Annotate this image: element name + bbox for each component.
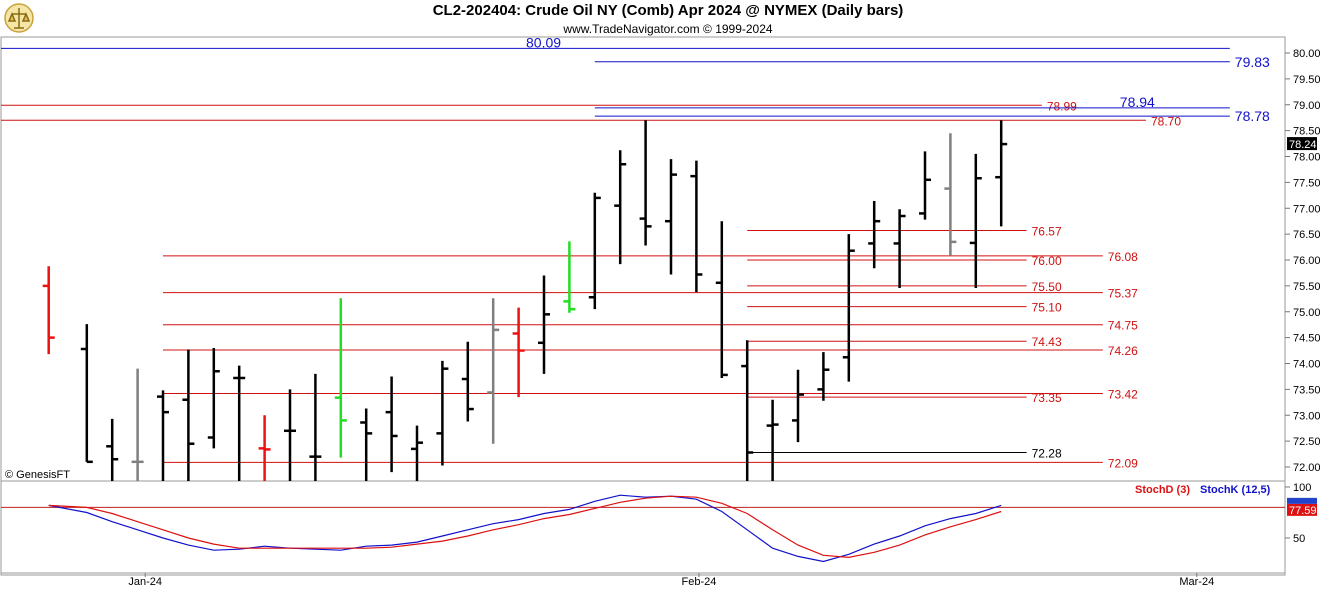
stoch-axis-label: 100	[1293, 482, 1311, 494]
level-label: 80.09	[526, 34, 561, 50]
ohlc-bar	[411, 425, 423, 481]
ohlc-bar	[436, 360, 449, 466]
ohlc-bar	[614, 150, 627, 265]
price-axis-label: 72.00	[1293, 462, 1321, 474]
price-axis-label: 72.50	[1293, 436, 1321, 448]
ohlc-bar	[690, 160, 703, 293]
ohlc-bar	[639, 120, 652, 246]
ohlc-bar	[715, 221, 728, 378]
ohlc-bar	[334, 298, 347, 458]
chart-frame	[0, 36, 1286, 576]
ohlc-bar	[284, 389, 296, 481]
ohlc-bar	[741, 340, 754, 481]
ohlc-bar	[842, 234, 855, 382]
level-label: 75.10	[1032, 301, 1062, 315]
level-label: 78.99	[1047, 99, 1077, 113]
level-label: 75.37	[1108, 287, 1138, 301]
ohlc-bar	[512, 307, 525, 398]
price-axis-label: 76.50	[1293, 229, 1321, 241]
date-axis-label: Feb-24	[682, 576, 717, 588]
ohlc-bar	[995, 120, 1008, 227]
price-axis: 80.00 79.50 79.00 78.50 78.00 77.50 77.00 76.50…	[1285, 48, 1321, 474]
level-label: 76.08	[1108, 250, 1138, 264]
price-axis-label: 73.00	[1293, 410, 1321, 422]
last-price-tag	[1287, 137, 1317, 151]
ohlc-bar	[182, 349, 195, 481]
ohlc-bar	[258, 415, 271, 481]
stoch-last-label: 77.59	[1289, 505, 1317, 517]
ohlc-bar	[80, 324, 93, 464]
ohlc-bar	[893, 209, 906, 288]
price-axis-label: 78.50	[1293, 126, 1321, 138]
ohlc-bar	[106, 418, 119, 481]
ohlc-bar	[588, 192, 601, 310]
date-axis-label: Jan-24	[128, 576, 162, 588]
level-label: 78.94	[1120, 94, 1155, 110]
price-axis-label: 73.50	[1293, 384, 1321, 396]
ohlc-bar	[487, 298, 500, 444]
level-label: 72.28	[1032, 447, 1062, 461]
stoch-axis-label: 50	[1293, 533, 1305, 545]
date-axis-label: Mar-24	[1179, 576, 1214, 588]
stoch-series-line	[48, 494, 1002, 563]
ohlc-bar	[131, 368, 144, 481]
ohlc-bar	[944, 133, 957, 256]
price-axis-label: 77.50	[1293, 177, 1321, 189]
price-axis-label: 74.00	[1293, 359, 1321, 371]
level-label: 72.09	[1108, 456, 1138, 470]
level-label: 74.43	[1032, 335, 1062, 349]
stochk-last-tag	[1287, 497, 1317, 504]
stoch-series-line	[48, 495, 1002, 559]
ohlc-bar	[385, 376, 398, 473]
legend-stochk: StochK (12,5)	[1200, 484, 1271, 496]
price-axis-label: 79.50	[1293, 74, 1321, 86]
tradenavigator-logo-icon	[4, 3, 34, 33]
ohlc-bar	[461, 341, 474, 422]
ohlc-bar	[538, 275, 550, 374]
stochastic-pane: 100 50 StochD (3) StochK (12,5) 77.59	[1, 482, 1317, 563]
ohlc-bar	[207, 347, 220, 449]
last-price-label: 78.24	[1289, 139, 1317, 151]
level-label: 79.83	[1235, 54, 1270, 70]
level-label: 73.35	[1032, 391, 1062, 405]
copyright-notice: www.TradeNavigator.com © 1999-2024	[563, 22, 773, 36]
price-axis-label: 78.00	[1293, 152, 1321, 164]
price-axis-label: 77.00	[1293, 203, 1321, 215]
stoch-last-tag	[1287, 503, 1317, 516]
ohlc-bar	[817, 352, 830, 401]
level-label: 78.70	[1151, 114, 1181, 128]
price-axis-label: 76.00	[1293, 255, 1321, 267]
price-axis-label: 74.50	[1293, 333, 1321, 345]
date-axis: Jan-24 Feb-24 Mar-24	[128, 573, 1214, 588]
page-title: CL2-202404: Crude Oil NY (Comb) Apr 2024…	[432, 2, 904, 19]
level-label: 76.57	[1032, 225, 1062, 239]
ohlc-bar	[360, 408, 373, 481]
level-label: 74.26	[1108, 344, 1138, 358]
ohlc-bar	[868, 201, 881, 269]
level-label: 76.00	[1032, 254, 1062, 268]
ohlc-bar	[766, 399, 779, 481]
price-axis-label: 75.00	[1293, 307, 1321, 319]
ohlc-bar	[969, 153, 982, 288]
price-axis-label: 75.50	[1293, 281, 1321, 293]
ohlc-bar	[309, 373, 322, 481]
level-label: 74.75	[1108, 319, 1138, 333]
level-label: 78.78	[1235, 108, 1270, 124]
ohlc-bar	[563, 241, 576, 313]
ohlc-bar	[233, 365, 246, 481]
watermark: © GenesisFT	[5, 469, 70, 481]
ohlc-bar	[157, 390, 169, 481]
price-axis-label: 80.00	[1293, 48, 1321, 60]
ohlc-bars	[42, 120, 1008, 481]
ohlc-bar	[42, 266, 55, 355]
level-label: 75.50	[1032, 280, 1062, 294]
price-axis-label: 79.00	[1293, 100, 1321, 112]
ohlc-bar	[919, 151, 931, 220]
ohlc-bar	[665, 159, 677, 275]
ohlc-bar	[792, 369, 804, 443]
support-resistance-levels: 80.09 79.83 78.99 78.94 78.78 78.70 76.57 76.08…	[1, 34, 1270, 470]
legend-stochd: StochD (3)	[1135, 484, 1190, 496]
level-label: 73.42	[1108, 388, 1138, 402]
